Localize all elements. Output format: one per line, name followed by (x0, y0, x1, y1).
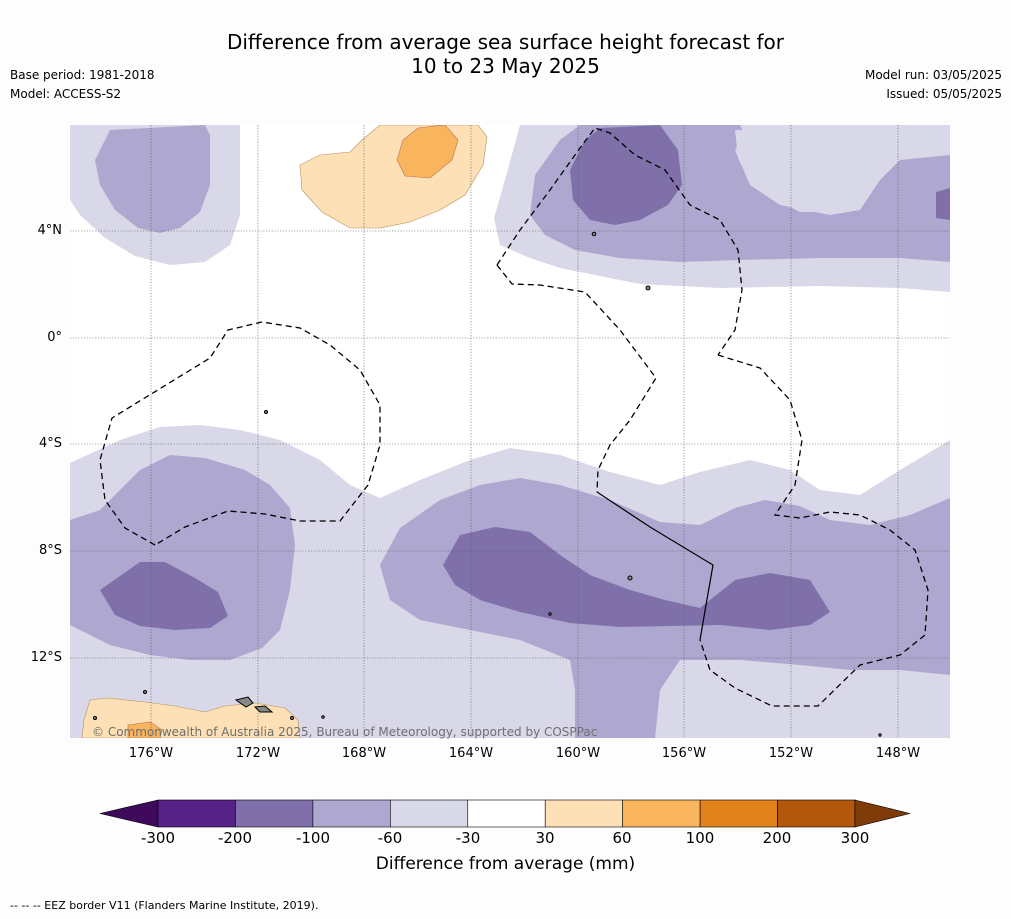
colorbar-tick: 300 (840, 829, 870, 847)
anomaly-positive-south-core (127, 721, 163, 738)
colorbar-tick: -200 (217, 829, 253, 847)
anomaly-dark-south-west (100, 562, 228, 630)
anomaly-dark-north-east-edge (936, 188, 950, 220)
island (321, 715, 325, 719)
copyright-notice: © Commonwealth of Australia 2025, Bureau… (92, 725, 598, 739)
lat-tick-4N: 4°N (37, 223, 63, 238)
colorbar-tick: 100 (685, 829, 715, 847)
lon-tick-152W: 152°W (768, 746, 814, 761)
colorbar-extend-high (854, 799, 911, 828)
lon-tick-168W: 168°W (341, 746, 387, 761)
colorbar-segment (312, 799, 391, 828)
colorbar (99, 799, 911, 828)
model-run: Model run: 03/05/2025 (864, 68, 1002, 82)
lat-tick-0: 0° (47, 330, 62, 345)
island (645, 285, 651, 291)
colorbar-segment (235, 799, 314, 828)
colorbar-tick: -60 (377, 829, 403, 847)
lon-tick-172W: 172°W (235, 746, 281, 761)
island (290, 716, 294, 720)
island-upolu (253, 705, 274, 713)
title-line-1: Difference from average sea surface heig… (226, 30, 785, 54)
colorbar-segment (699, 799, 778, 828)
anomaly-positive-north-core (396, 125, 459, 179)
lon-tick-148W: 148°W (875, 746, 921, 761)
map-area (70, 125, 950, 738)
model-name: Model: ACCESS-S2 (10, 87, 122, 101)
graticule (70, 125, 950, 738)
island (627, 575, 633, 581)
colorbar-tick: -300 (140, 829, 176, 847)
anomaly-medium-north-west (95, 125, 210, 233)
anomaly-dark-north-east (570, 125, 682, 225)
anomaly-dark-south-central (443, 527, 830, 630)
eez-border-north-center-lower (496, 264, 657, 493)
colorbar-segment (467, 799, 546, 828)
colorbar-segment (777, 799, 856, 828)
eez-border-north-center (496, 127, 743, 356)
eez-border-east (699, 354, 929, 707)
eez-border-west (99, 321, 381, 546)
island (878, 733, 882, 737)
colorbar-extend-low (99, 799, 159, 828)
lat-tick-12S: 12°S (30, 650, 62, 665)
colorbar-segment (390, 799, 469, 828)
colorbar-segment (622, 799, 701, 828)
colorbar-tick: -30 (455, 829, 481, 847)
chart-title: Difference from average sea surface heig… (0, 30, 1011, 78)
colorbar-segment (157, 799, 236, 828)
island (548, 612, 552, 616)
island (93, 716, 97, 720)
island (591, 231, 597, 237)
island (143, 690, 147, 694)
eez-borders (99, 127, 929, 707)
colorbar-tick: 60 (612, 829, 632, 847)
title-line-2: 10 to 23 May 2025 (411, 54, 600, 78)
colorbar-segment (544, 799, 623, 828)
lon-tick-176W: 176°W (128, 746, 174, 761)
colorbar-label: Difference from average (mm) (375, 854, 636, 874)
lat-tick-8S: 8°S (38, 543, 62, 558)
eez-legend-note: -- -- -- EEZ border V11 (Flanders Marine… (10, 899, 319, 912)
base-period: Base period: 1981-2018 (10, 68, 155, 82)
colorbar-tick: 200 (762, 829, 792, 847)
colorbar-tick: 30 (535, 829, 555, 847)
meta-right: Model run: 03/05/2025 Issued: 05/05/2025 (865, 66, 1002, 104)
lat-tick-4S: 4°S (38, 436, 62, 451)
lon-tick-156W: 156°W (661, 746, 707, 761)
lon-tick-164W: 164°W (448, 746, 494, 761)
island-savaii (234, 696, 254, 708)
island (264, 410, 268, 414)
islands (93, 231, 882, 737)
meta-left: Base period: 1981-2018 Model: ACCESS-S2 (10, 66, 155, 104)
lon-tick-160W: 160°W (555, 746, 601, 761)
maritime-boundary-solid (596, 491, 714, 641)
anomaly-light-patch-north-east (735, 125, 950, 212)
colorbar-tick: -100 (295, 829, 331, 847)
issued-date: Issued: 05/05/2025 (886, 87, 1002, 101)
